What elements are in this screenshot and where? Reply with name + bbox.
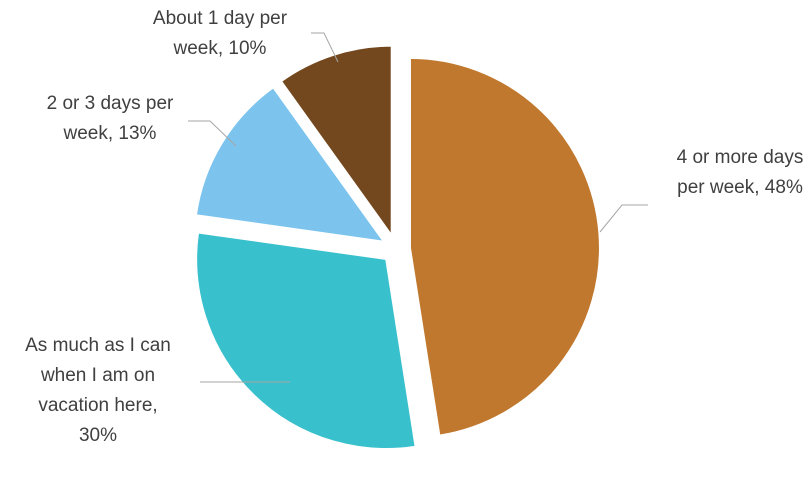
pie-slice-2 [195,231,417,450]
leader-line-1 [599,204,648,233]
pie-slice-4 [279,44,393,239]
slice-label-1-line-1: 4 or more days [677,147,804,168]
slice-label-3-line-1: 2 or 3 days per [47,93,174,114]
slice-label-2-line-2: when I am on [40,365,155,386]
slice-label-4: About 1 day per week, 10% [153,8,288,59]
slice-labels: 4 or more days per week, 48% As much as I … [25,8,803,446]
slice-label-3-line-2: week, 13% [63,123,157,144]
slice-label-1: 4 or more days per week, 48% [677,147,804,198]
pie-slices [194,44,601,450]
slice-label-2-line-4: 30% [79,425,117,446]
slice-label-4-line-2: week, 10% [173,38,267,59]
slice-label-2-line-1: As much as I can [25,335,171,356]
slice-label-2: As much as I can when I am on vacation her… [25,335,171,446]
slice-label-1-line-2: per week, 48% [677,177,803,198]
leader-line-3 [188,120,237,147]
slice-label-3: 2 or 3 days per week, 13% [47,93,174,144]
pie-slice-1 [408,56,601,437]
slice-label-4-line-1: About 1 day per [153,8,288,29]
slice-label-2-line-3: vacation here, [38,395,157,416]
pie-slice-3 [194,85,387,244]
leader-lines [188,32,648,383]
leader-line-4 [311,32,339,63]
